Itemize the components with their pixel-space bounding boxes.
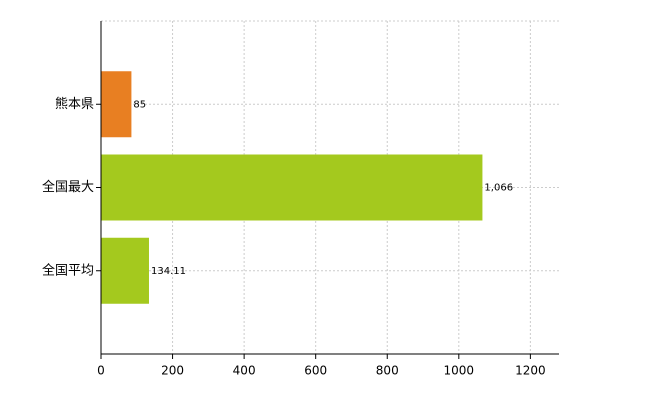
y-tick-label: 熊本県 xyxy=(55,96,94,112)
value-label: 1,066 xyxy=(484,183,513,194)
x-tick-label: 200 xyxy=(161,364,184,378)
x-tick-label: 1200 xyxy=(515,364,546,378)
y-tick-label: 全国平均 xyxy=(42,262,94,278)
x-tick-label: 800 xyxy=(376,364,399,378)
x-tick-label: 600 xyxy=(304,364,327,378)
x-tick-label: 400 xyxy=(233,364,256,378)
value-label: 85 xyxy=(133,99,146,110)
bar xyxy=(101,154,483,221)
value-label: 134.11 xyxy=(151,266,186,277)
x-tick-label: 1000 xyxy=(444,364,475,378)
bar xyxy=(101,71,132,138)
x-tick-label: 0 xyxy=(97,364,105,378)
bar xyxy=(101,237,149,304)
y-tick-label: 全国最大 xyxy=(42,179,94,195)
